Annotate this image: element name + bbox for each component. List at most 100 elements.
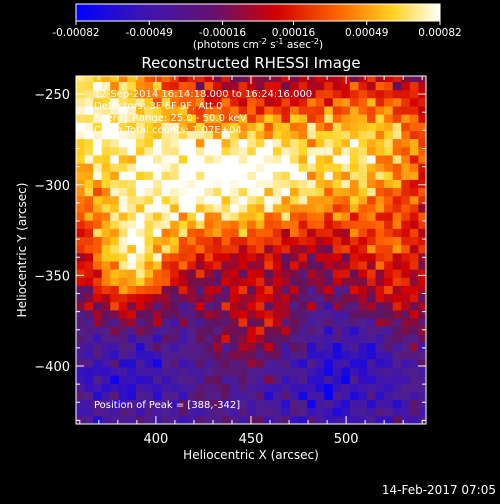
heatmap-cell: [161, 195, 171, 205]
heatmap-cell: [349, 76, 360, 83]
heatmap-cell: [349, 407, 360, 417]
heatmap-cell: [358, 277, 368, 286]
heatmap-cell: [281, 407, 291, 417]
heatmap-cell: [221, 383, 231, 392]
heatmap-cell: [110, 407, 120, 417]
heatmap-cell: [101, 114, 111, 123]
heatmap-cell: [324, 154, 334, 164]
heatmap-cell: [101, 334, 111, 344]
heatmap-cell: [324, 146, 334, 156]
heatmap-cell: [289, 293, 300, 303]
heatmap-cell: [281, 326, 291, 335]
heatmap-cell: [170, 342, 180, 352]
heatmap-cell: [307, 399, 317, 409]
heatmap-cell: [255, 252, 265, 262]
heatmap-cell: [384, 317, 394, 327]
heatmap-cell: [76, 399, 86, 409]
heatmap-cell: [375, 244, 385, 254]
heatmap-cell: [238, 358, 248, 368]
heatmap-cell: [161, 350, 171, 360]
heatmap-cell: [84, 334, 94, 344]
y-tick-label: −400: [34, 360, 70, 375]
heatmap-cell: [375, 260, 385, 270]
heatmap-cell: [289, 195, 300, 205]
heatmap-cell: [204, 350, 214, 360]
heatmap-cell: [392, 146, 402, 156]
heatmap-cell: [204, 163, 214, 172]
heatmap-cell: [281, 228, 291, 238]
heatmap-cell: [212, 277, 223, 286]
heatmap-cell: [110, 130, 120, 140]
heatmap-cell: [204, 334, 214, 344]
heatmap-cell: [409, 211, 419, 221]
heatmap-cell: [358, 375, 368, 384]
heatmap-cell: [153, 326, 163, 335]
heatmap-cell: [221, 244, 231, 254]
heatmap-cell: [195, 179, 205, 189]
heatmap-cell: [272, 375, 283, 384]
heatmap-cell: [118, 187, 128, 197]
heatmap-cell: [409, 285, 419, 295]
heatmap-cell: [298, 269, 308, 278]
heatmap-cell: [135, 195, 146, 205]
heatmap-cell: [110, 89, 120, 99]
heatmap-cell: [212, 334, 223, 344]
heatmap-cell: [375, 122, 385, 131]
heatmap-cell: [187, 252, 197, 262]
heatmap-cell: [135, 326, 146, 335]
heatmap-cell: [187, 220, 197, 229]
heatmap-cell: [101, 211, 111, 221]
heatmap-cell: [324, 211, 334, 221]
heatmap-cell: [161, 203, 171, 213]
heatmap-cell: [264, 228, 274, 238]
heatmap-cell: [332, 342, 342, 352]
heatmap-cell: [238, 391, 248, 401]
heatmap-cell: [272, 293, 283, 303]
heatmap-cell: [307, 326, 317, 335]
heatmap-cell: [221, 171, 231, 180]
heatmap-cell: [264, 269, 274, 278]
heatmap-cell: [135, 317, 146, 327]
heatmap-cell: [221, 105, 231, 115]
heatmap-cell: [135, 293, 146, 303]
heatmap-cell: [281, 260, 291, 270]
heatmap-cell: [221, 130, 231, 140]
heatmap-cell: [221, 114, 231, 123]
heatmap-cell: [153, 138, 163, 148]
heatmap-cell: [93, 146, 103, 156]
heatmap-cell: [255, 105, 265, 115]
heatmap-cell: [289, 76, 300, 83]
heatmap-cell: [367, 301, 377, 311]
heatmap-cell: [230, 154, 240, 164]
heatmap-cell: [332, 260, 342, 270]
heatmap-cell: [101, 407, 111, 417]
heatmap-cell: [418, 138, 426, 148]
heatmap-cell: [178, 326, 188, 335]
heatmap-cell: [170, 81, 180, 91]
heatmap-cell: [367, 293, 377, 303]
heatmap-cell: [76, 195, 86, 205]
heatmap-cell: [281, 285, 291, 295]
heatmap-cell: [195, 236, 205, 246]
heatmap-cell: [255, 220, 265, 229]
heatmap-cell: [384, 220, 394, 229]
heatmap-cell: [84, 163, 94, 172]
heatmap-cell: [247, 334, 257, 344]
heatmap-cell: [221, 89, 231, 99]
heatmap-cell: [110, 220, 120, 229]
heatmap-cell: [418, 269, 426, 278]
heatmap-cell: [315, 130, 325, 140]
heatmap-cell: [307, 244, 317, 254]
heatmap-cell: [135, 342, 146, 352]
heatmap-cell: [187, 211, 197, 221]
heatmap-cell: [315, 342, 325, 352]
heatmap-cell: [247, 154, 257, 164]
heatmap-cell: [324, 203, 334, 213]
heatmap-cell: [367, 375, 377, 384]
heatmap-cell: [341, 350, 351, 360]
heatmap-cell: [401, 228, 411, 238]
heatmap-cell: [84, 350, 94, 360]
heatmap-cell: [84, 252, 94, 262]
footer-date: 14-Feb-2017 07:05: [382, 483, 496, 497]
heatmap-cell: [93, 105, 103, 115]
